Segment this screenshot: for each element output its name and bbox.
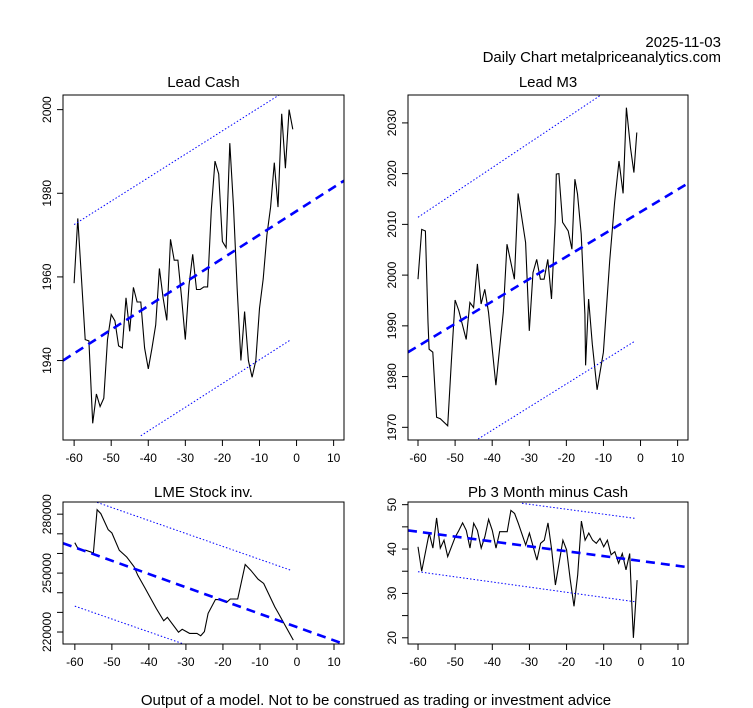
- trend-line: [63, 179, 344, 362]
- x-tick-label: -30: [521, 655, 539, 669]
- y-tick-label: 20: [385, 631, 399, 645]
- x-tick-label: -40: [484, 451, 502, 465]
- x-tick-label: -40: [140, 451, 158, 465]
- series-line: [74, 508, 294, 641]
- y-tick-label: 40: [385, 542, 399, 556]
- x-tick-label: 10: [671, 655, 685, 669]
- x-tick-label: -10: [595, 451, 613, 465]
- lower-band-line: [417, 571, 636, 603]
- x-tick-label: -30: [177, 655, 195, 669]
- lower-band-line: [74, 605, 184, 644]
- chart-date: 2025-11-03: [645, 34, 721, 51]
- upper-band-line: [417, 95, 602, 218]
- panel-lead-cash: Lead Cash -60 -50 -40 -30 -20 -10 0 10 1940 1960 19…: [40, 74, 345, 465]
- lower-band-line: [140, 339, 292, 437]
- panel-title: LME Stock inv.: [154, 484, 253, 501]
- x-tick-label: -20: [214, 451, 232, 465]
- x-tick-label: -30: [177, 451, 195, 465]
- x-tick-label: -60: [409, 451, 427, 465]
- panel-title: Lead Cash: [167, 74, 240, 91]
- y-tick-label: 1980: [385, 363, 399, 390]
- plot-frame: [407, 501, 689, 645]
- y-tick-label: 2000: [40, 96, 54, 123]
- series-line: [73, 109, 294, 424]
- panel-pb-spread: Pb 3 Month minus Cash -60 -50 -40 -30 -20 -10 0…: [385, 484, 689, 669]
- x-tick-label: -10: [251, 451, 269, 465]
- y-tick-label: 250000: [40, 553, 54, 593]
- trend-line: [408, 182, 688, 354]
- y-tick-label: 280000: [40, 494, 54, 534]
- y-tick-label: 1980: [40, 180, 54, 207]
- panel-title: Pb 3 Month minus Cash: [468, 484, 628, 501]
- y-tick-label: 50: [385, 498, 399, 512]
- x-tick-label: 0: [294, 655, 301, 669]
- x-tick-label: -20: [214, 655, 232, 669]
- x-tick-label: 10: [671, 451, 685, 465]
- x-tick-label: -30: [521, 451, 539, 465]
- y-tick-label: 2000: [385, 261, 399, 288]
- series-line: [417, 107, 638, 428]
- x-tick-label: 10: [327, 655, 341, 669]
- x-tick-label: -50: [103, 451, 121, 465]
- x-tick-label: -60: [66, 655, 84, 669]
- trend-line: [63, 541, 344, 644]
- x-tick-label: -60: [409, 655, 427, 669]
- x-tick-label: 10: [327, 451, 341, 465]
- disclaimer: Output of a model. Not to be construed a…: [141, 692, 611, 708]
- chart-source: Daily Chart metalpriceanalytics.com: [483, 49, 721, 66]
- y-tick-label: 1960: [40, 263, 54, 290]
- panel-lme-stock: LME Stock inv. -60 -50 -40 -30 -20 -10 0 10 22000…: [40, 484, 345, 669]
- x-tick-label: 0: [637, 451, 644, 465]
- x-tick-label: -10: [251, 655, 269, 669]
- upper-band-line: [96, 502, 291, 571]
- panel-title: Lead M3: [519, 74, 577, 91]
- trend-line: [408, 529, 688, 569]
- series-line: [417, 509, 638, 638]
- x-tick-label: -20: [558, 655, 576, 669]
- y-tick-label: 1990: [385, 312, 399, 339]
- y-tick-label: 2030: [385, 109, 399, 136]
- y-tick-label: 2010: [385, 211, 399, 238]
- x-tick-label: -40: [484, 655, 502, 669]
- y-tick-label: 2020: [385, 160, 399, 187]
- x-tick-label: -10: [595, 655, 613, 669]
- upper-band-line: [521, 502, 636, 519]
- y-tick-label: 220000: [40, 612, 54, 652]
- x-tick-label: 0: [637, 655, 644, 669]
- x-tick-label: 0: [293, 451, 300, 465]
- y-tick-label: 1970: [385, 414, 399, 441]
- y-tick-label: 1940: [40, 347, 54, 374]
- plot-frame: [62, 94, 345, 441]
- y-tick-label: 30: [385, 586, 399, 600]
- panel-lead-m3: Lead M3 -60 -50 -40 -30 -20 -10 0 10 1970 1980 1990…: [385, 74, 689, 465]
- x-tick-label: -50: [446, 451, 464, 465]
- plot-frame: [407, 94, 689, 441]
- x-tick-label: -50: [103, 655, 121, 669]
- x-tick-label: -20: [558, 451, 576, 465]
- upper-band-line: [73, 95, 281, 226]
- lower-band-line: [477, 340, 636, 440]
- x-tick-label: -60: [65, 451, 83, 465]
- x-tick-label: -40: [140, 655, 158, 669]
- x-tick-label: -50: [446, 655, 464, 669]
